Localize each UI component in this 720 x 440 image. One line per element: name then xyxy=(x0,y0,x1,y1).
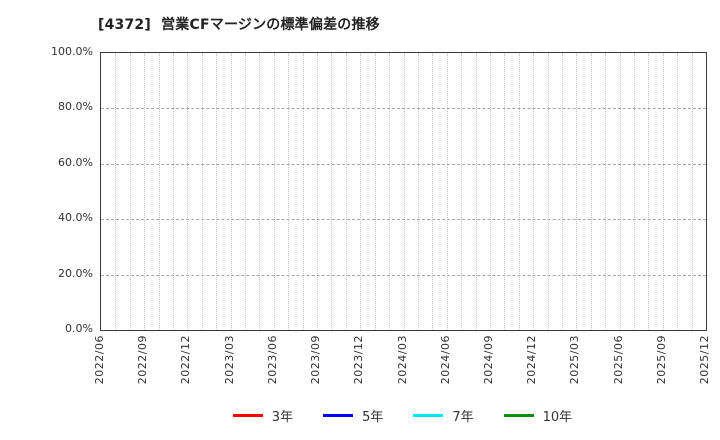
vertical-gridline xyxy=(245,53,247,330)
vertical-gridline xyxy=(461,53,463,330)
vertical-gridline xyxy=(432,53,434,330)
vertical-gridline xyxy=(201,53,203,330)
vertical-gridline xyxy=(273,53,275,330)
vertical-gridline xyxy=(216,53,218,330)
y-tick-label: 60.0% xyxy=(58,155,93,169)
y-tick-label: 100.0% xyxy=(51,45,93,58)
x-tick-label: 2025/03 xyxy=(568,335,582,385)
horizontal-gridline xyxy=(101,163,706,165)
vertical-gridline xyxy=(417,53,419,330)
legend-line-swatch xyxy=(232,413,263,417)
vertical-gridline xyxy=(619,53,621,330)
legend-line-swatch xyxy=(413,413,444,417)
vertical-gridline xyxy=(374,53,376,330)
y-tick-label: 80.0% xyxy=(58,100,93,114)
vertical-gridline xyxy=(576,53,578,330)
vertical-gridline xyxy=(144,53,146,330)
legend: 3年 5年 7年 10年 xyxy=(100,403,705,427)
legend-label: 3年 xyxy=(271,409,294,425)
chart-title: [4372] 営業CFマージンの標準偏差の推移 xyxy=(98,17,380,33)
vertical-gridline xyxy=(259,53,261,330)
vertical-gridline xyxy=(648,53,650,330)
x-tick-label: 2025/09 xyxy=(654,335,668,385)
vertical-gridline xyxy=(230,53,232,330)
horizontal-gridline xyxy=(101,108,706,110)
horizontal-gridline xyxy=(101,219,706,221)
x-tick-label: 2023/12 xyxy=(352,335,366,385)
x-tick-label: 2023/03 xyxy=(222,335,236,385)
vertical-gridline xyxy=(331,53,333,330)
x-tick-label: 2025/06 xyxy=(611,335,625,385)
vertical-gridline xyxy=(129,53,131,330)
vertical-gridline xyxy=(677,53,679,330)
vertical-gridline xyxy=(317,53,319,330)
vertical-gridline xyxy=(489,53,491,330)
vertical-gridline xyxy=(345,53,347,330)
y-tick-label: 0.0% xyxy=(65,322,93,335)
horizontal-gridline xyxy=(101,274,706,276)
legend-item: 5年 xyxy=(323,406,383,425)
vertical-gridline xyxy=(504,53,506,330)
vertical-gridline xyxy=(389,53,391,330)
vertical-gridline xyxy=(302,53,304,330)
vertical-gridline xyxy=(561,53,563,330)
vertical-gridline xyxy=(475,53,477,330)
legend-label: 7年 xyxy=(452,409,474,425)
vertical-gridline xyxy=(590,53,592,330)
legend-item: 7年 xyxy=(413,406,474,425)
vertical-gridline xyxy=(518,53,520,330)
vertical-gridline xyxy=(605,53,607,330)
vertical-gridline xyxy=(288,53,290,330)
vertical-gridline xyxy=(173,53,175,330)
vertical-gridline xyxy=(403,53,405,330)
vertical-gridline xyxy=(547,53,549,330)
legend-label: 10年 xyxy=(542,409,573,425)
x-tick-label: 2024/12 xyxy=(525,335,539,385)
vertical-gridline xyxy=(662,53,664,330)
vertical-gridline xyxy=(533,53,535,330)
plot-area xyxy=(100,52,707,331)
x-tick-label: 2022/12 xyxy=(179,335,193,385)
legend-item: 10年 xyxy=(503,406,573,425)
vertical-gridline xyxy=(446,53,448,330)
y-tick-label: 40.0% xyxy=(58,211,93,225)
vertical-gridline xyxy=(187,53,189,330)
legend-item: 3年 xyxy=(232,406,294,425)
x-tick-label: 2024/06 xyxy=(438,335,452,385)
x-tick-label: 2025/12 xyxy=(698,335,711,385)
x-tick-label: 2023/06 xyxy=(265,335,279,385)
vertical-gridline xyxy=(691,53,693,330)
legend-line-swatch xyxy=(323,413,354,417)
vertical-gridline xyxy=(360,53,362,330)
legend-line-swatch xyxy=(503,413,534,417)
x-tick-label: 2024/03 xyxy=(395,335,409,385)
vertical-gridline xyxy=(158,53,160,330)
vertical-gridline xyxy=(633,53,635,330)
y-tick-label: 20.0% xyxy=(58,266,93,280)
x-tick-label: 2022/06 xyxy=(93,335,106,385)
x-tick-label: 2022/09 xyxy=(136,335,150,385)
legend-label: 5年 xyxy=(362,409,384,425)
x-tick-label: 2024/09 xyxy=(481,335,495,385)
vertical-gridline xyxy=(115,53,117,330)
x-tick-label: 2023/09 xyxy=(309,335,323,385)
